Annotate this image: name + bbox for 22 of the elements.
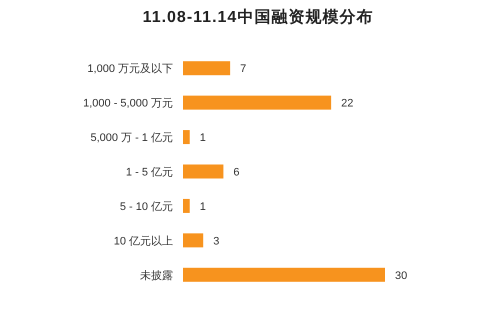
bar [183,198,190,213]
bar [183,233,204,248]
y-tick-label: 1,000 万元及以下 [87,62,173,76]
data-label: 7 [240,63,246,76]
data-label: 1 [200,200,206,213]
y-tick-label: 1,000 - 5,000 万元 [83,98,173,110]
data-label: 6 [233,166,240,178]
y-tick-label: 未披露 [140,268,173,282]
data-label: 1 [200,132,206,144]
bar [183,61,230,76]
bar [183,268,385,282]
y-tick-label: 1 - 5 亿元 [126,166,173,178]
bar [183,164,224,178]
data-label: 3 [213,235,220,248]
y-tick-label: 5,000 万 - 1 亿元 [90,132,173,144]
bar [183,130,190,144]
chart-title: 11.08-11.14中国融资规模分布 [142,8,374,26]
y-tick-label: 10 亿元以上 [114,234,173,248]
data-label: 22 [341,98,354,110]
y-tick-label: 5 - 10 亿元 [120,200,173,213]
bar [183,96,332,110]
data-label: 30 [395,270,408,282]
